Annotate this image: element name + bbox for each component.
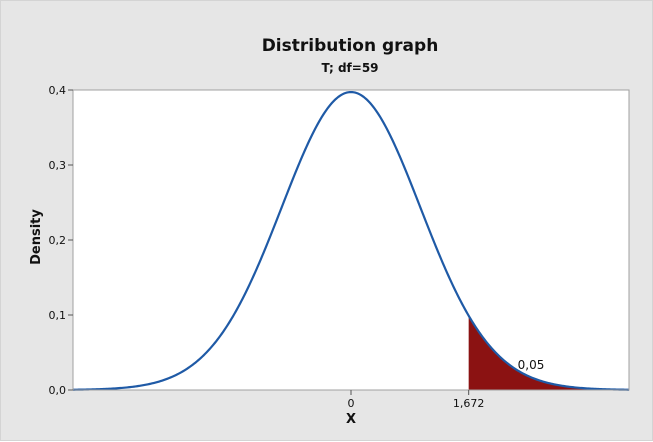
density-curve [72,90,630,391]
y-tick-label: 0,2 [49,234,67,247]
x-tick-label: 0 [348,397,355,410]
shaded-tail-region [468,315,629,390]
y-tick-label: 0,0 [49,384,67,397]
plot-area [73,90,629,390]
y-axis-label: Density [29,209,44,265]
x-axis: 0 1,672 [348,390,485,410]
y-axis: 0,0 0,1 0,2 0,3 0,4 [49,84,73,397]
chart-subtitle: T; df=59 [321,61,378,75]
chart-title: Distribution graph [262,36,439,56]
y-tick-label: 0,3 [49,159,67,172]
tail-area-label: 0,05 [518,358,545,372]
x-axis-label: X [346,412,356,427]
y-tick-label: 0,4 [49,84,67,97]
x-tick-label: 1,672 [453,397,485,410]
y-tick-label: 0,1 [49,309,67,322]
